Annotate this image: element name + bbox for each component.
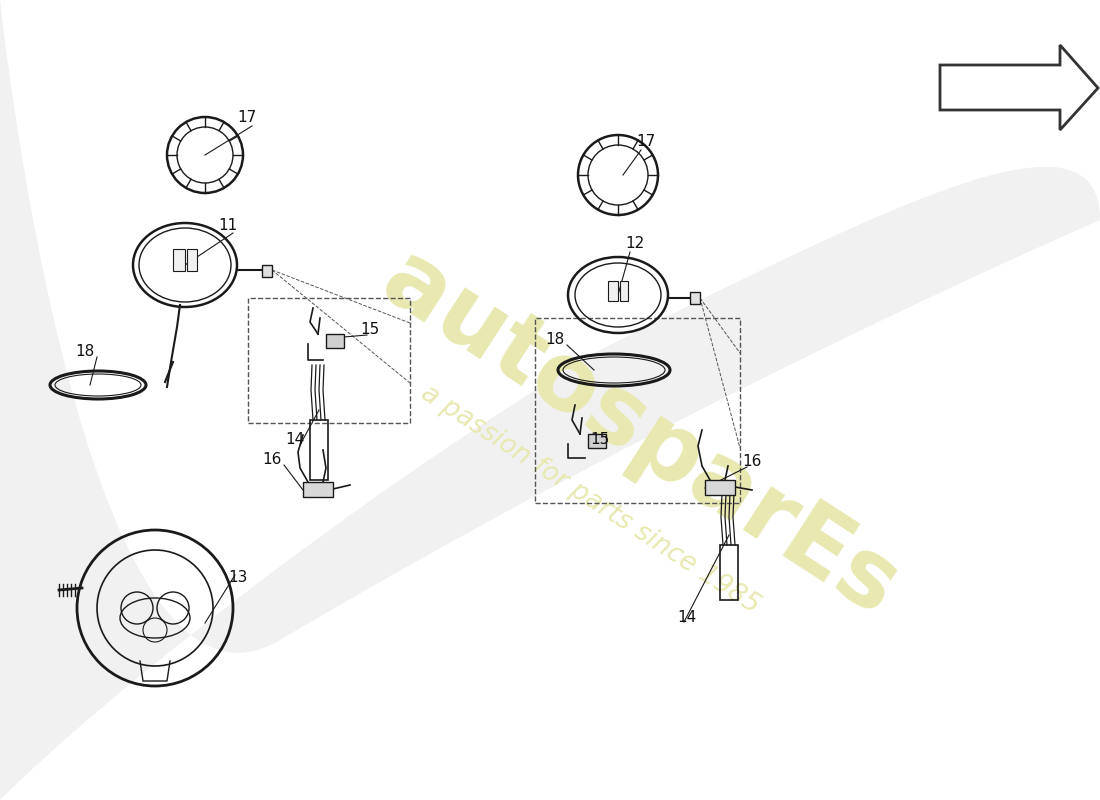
Bar [326, 334, 344, 348]
Bar [535, 318, 740, 503]
Text: 14: 14 [285, 433, 305, 447]
Bar [302, 482, 333, 497]
Text: 16: 16 [742, 454, 761, 470]
Text: 17: 17 [238, 110, 256, 126]
Text: 15: 15 [361, 322, 379, 338]
Text: 16: 16 [262, 453, 282, 467]
Text: 15: 15 [591, 433, 609, 447]
Text: 14: 14 [678, 610, 696, 625]
Text: 13: 13 [229, 570, 248, 586]
Bar [620, 281, 628, 301]
Text: 12: 12 [626, 237, 645, 251]
Text: 11: 11 [219, 218, 238, 233]
Bar [248, 298, 410, 423]
Bar [588, 434, 606, 448]
Bar [173, 249, 185, 271]
Text: autosparEs: autosparEs [365, 234, 915, 636]
Text: 17: 17 [637, 134, 656, 150]
Text: 18: 18 [546, 333, 564, 347]
Text: 18: 18 [76, 345, 95, 359]
Bar [187, 249, 197, 271]
Bar [720, 545, 738, 600]
Bar [608, 281, 618, 301]
Text: a passion for parts since 1985: a passion for parts since 1985 [416, 381, 764, 619]
Bar [310, 420, 328, 480]
Bar [705, 480, 735, 495]
PathPatch shape [0, 166, 1100, 800]
Bar [690, 292, 700, 304]
Bar [262, 265, 272, 277]
